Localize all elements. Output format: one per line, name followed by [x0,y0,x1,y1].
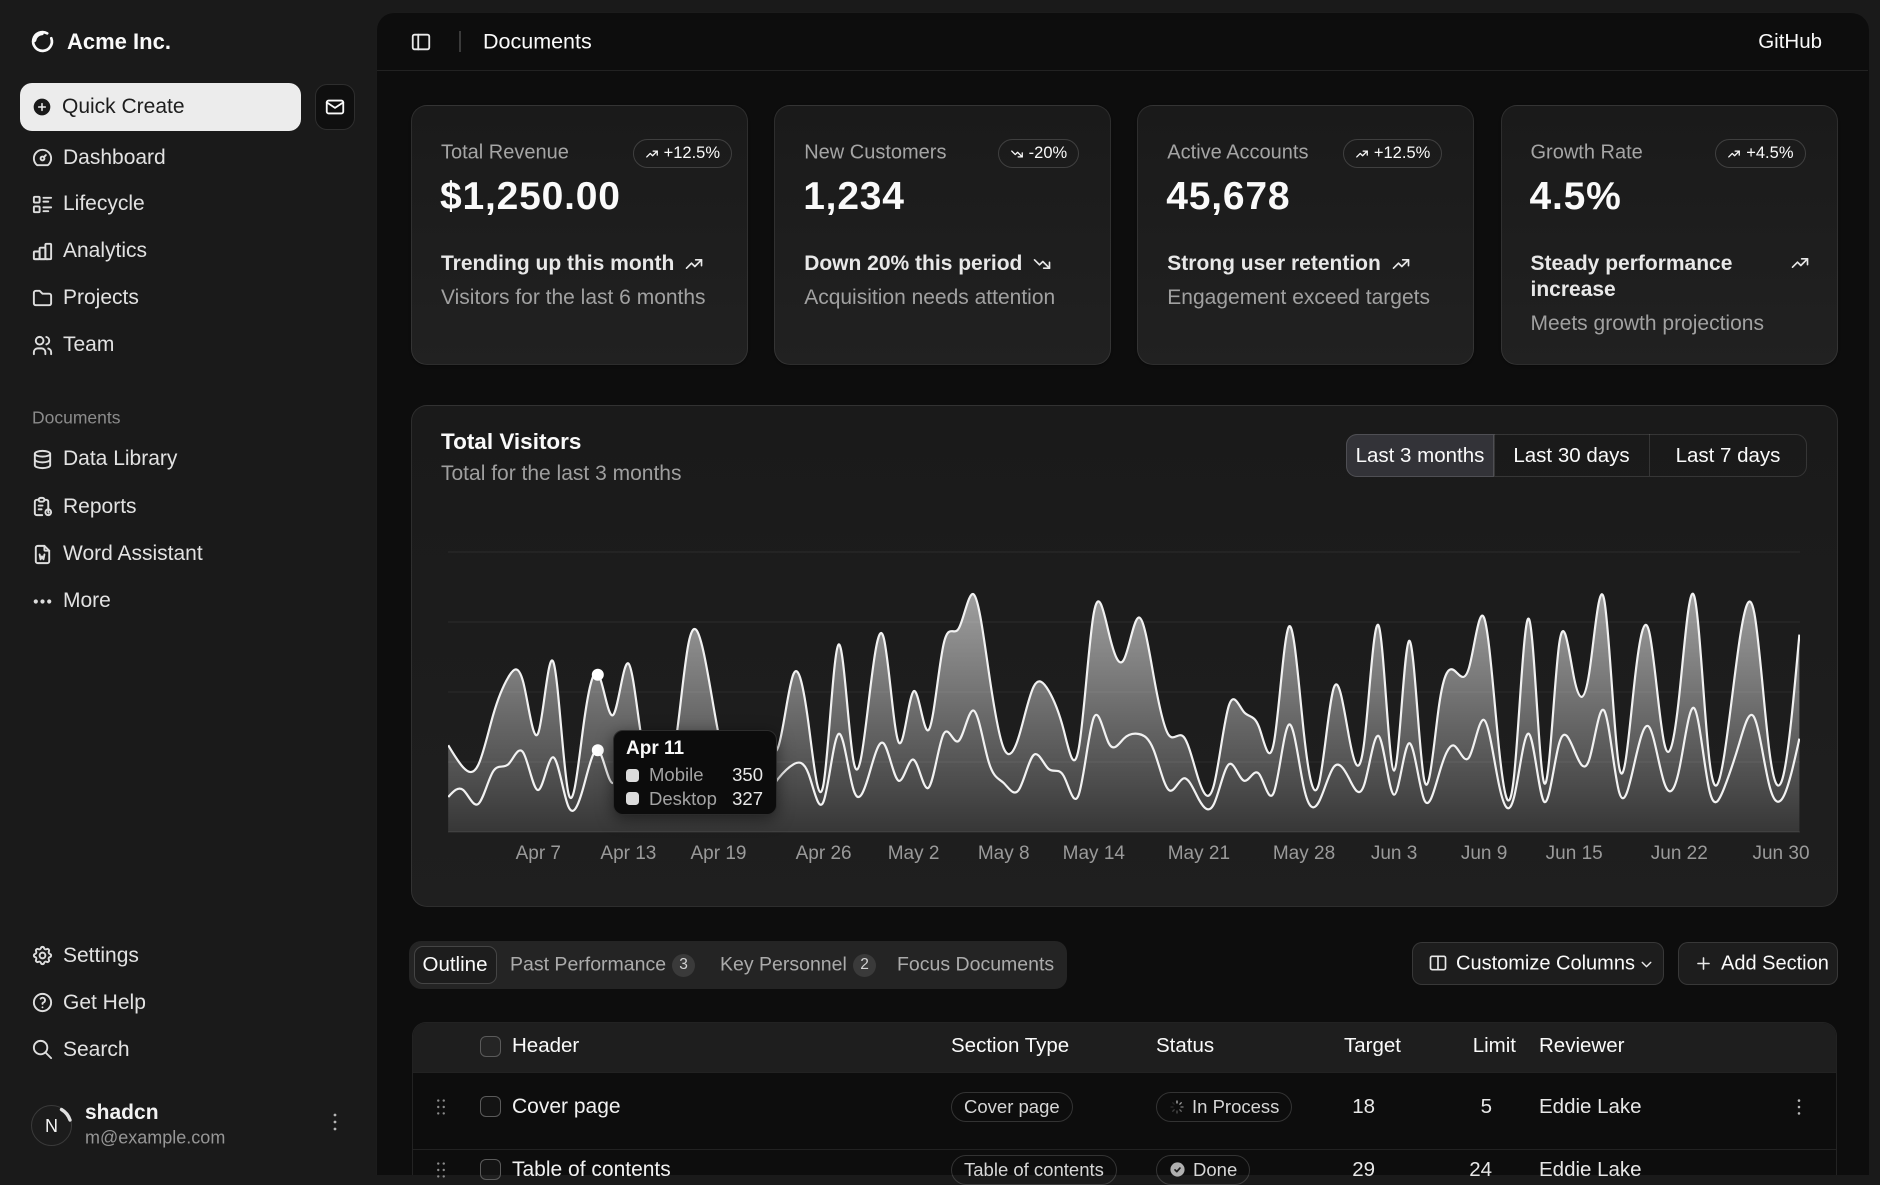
svg-text:N: N [45,1116,58,1136]
